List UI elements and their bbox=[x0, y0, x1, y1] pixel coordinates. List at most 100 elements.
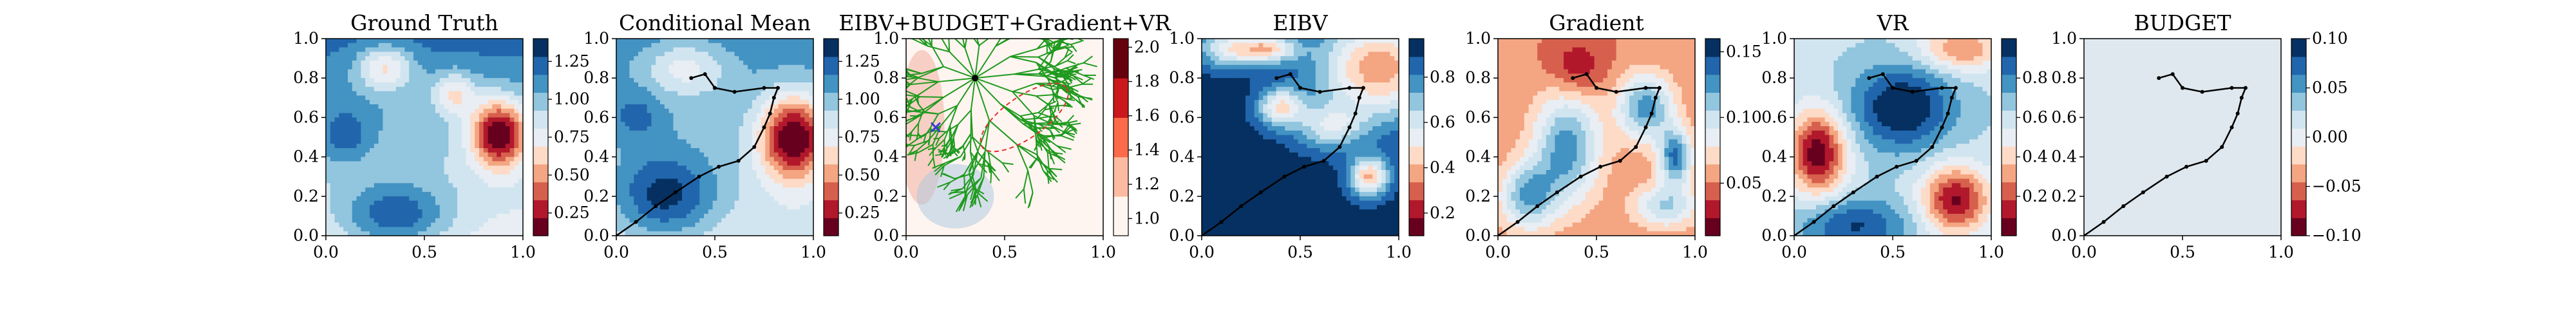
heatmap-cell bbox=[444, 148, 450, 153]
heatmap-cell bbox=[708, 183, 714, 188]
heatmap-cell bbox=[690, 192, 696, 197]
heatmap-cell bbox=[791, 113, 797, 118]
heatmap-cell bbox=[370, 82, 375, 88]
heatmap-cell bbox=[756, 52, 762, 57]
heatmap-cell bbox=[387, 174, 392, 180]
heatmap-cell bbox=[761, 117, 766, 122]
heatmap-cell bbox=[717, 170, 722, 175]
heatmap-cell bbox=[370, 117, 375, 122]
heatmap-cell bbox=[804, 156, 810, 162]
heatmap-cell bbox=[444, 135, 450, 140]
heatmap-cell bbox=[756, 183, 762, 188]
heatmap-cell bbox=[690, 183, 696, 188]
heatmap-cell bbox=[395, 104, 401, 109]
heatmap-cell bbox=[708, 130, 714, 136]
heatmap-cell bbox=[717, 222, 722, 228]
heatmap-cell bbox=[457, 135, 462, 140]
heatmap-cell bbox=[483, 214, 489, 219]
heatmap-cell bbox=[453, 205, 458, 210]
heatmap-cell bbox=[787, 64, 792, 70]
heatmap-cell bbox=[748, 122, 753, 127]
heatmap-cell bbox=[334, 170, 340, 175]
heatmap-cell bbox=[387, 64, 392, 70]
heatmap-cell bbox=[361, 73, 366, 79]
heatmap-cell bbox=[505, 222, 511, 228]
heatmap-cell bbox=[638, 82, 643, 88]
heatmap-cell bbox=[488, 139, 493, 144]
heatmap-cell bbox=[348, 187, 353, 193]
tree-branch bbox=[1054, 42, 1063, 51]
heatmap-cell bbox=[743, 205, 748, 210]
heatmap-cell bbox=[400, 144, 406, 149]
heatmap-cell bbox=[717, 78, 722, 83]
heatmap-cell bbox=[651, 43, 656, 48]
heatmap-cell bbox=[717, 144, 722, 149]
heatmap-cell bbox=[734, 166, 740, 171]
heatmap-cell bbox=[448, 139, 453, 144]
heatmap-cell bbox=[625, 156, 630, 162]
heatmap-cell bbox=[651, 56, 656, 61]
heatmap-cell bbox=[475, 117, 480, 122]
heatmap-cell bbox=[690, 56, 696, 61]
heatmap-cell bbox=[413, 209, 419, 214]
heatmap-cell bbox=[668, 183, 674, 188]
heatmap-cell bbox=[518, 187, 523, 193]
heatmap-cell bbox=[773, 61, 779, 66]
heatmap-cell bbox=[695, 130, 700, 136]
heatmap-cell bbox=[343, 196, 348, 202]
heatmap-cell bbox=[642, 227, 648, 232]
heatmap-cell bbox=[795, 52, 801, 57]
heatmap-cell bbox=[673, 104, 678, 109]
heatmap-cell bbox=[677, 152, 683, 158]
heatmap-cell bbox=[804, 200, 810, 206]
heatmap-cell bbox=[804, 100, 810, 105]
tree-branch bbox=[906, 83, 911, 86]
heatmap-cell bbox=[343, 148, 348, 153]
heatmap-cell bbox=[699, 139, 705, 144]
heatmap-cell bbox=[330, 43, 336, 48]
heatmap-cell bbox=[483, 231, 489, 236]
heatmap-cell bbox=[461, 192, 467, 197]
heatmap-cell bbox=[404, 214, 410, 219]
heatmap-cell bbox=[704, 218, 709, 223]
heatmap-cell bbox=[483, 183, 489, 188]
heatmap-cell bbox=[457, 56, 462, 61]
heatmap-cell bbox=[400, 73, 406, 79]
panel-title: Conditional Mean bbox=[619, 10, 811, 35]
heatmap-cell bbox=[409, 39, 414, 44]
heatmap-cell bbox=[501, 200, 506, 206]
heatmap-cell bbox=[470, 152, 475, 158]
heatmap-cell bbox=[726, 152, 731, 158]
heatmap-cell bbox=[514, 69, 519, 75]
heatmap-cell bbox=[409, 122, 414, 127]
heatmap-cell bbox=[773, 104, 779, 109]
heatmap-cell bbox=[426, 43, 431, 48]
heatmap-cell bbox=[334, 187, 340, 193]
heatmap-cell bbox=[748, 104, 753, 109]
heatmap-cell bbox=[417, 187, 423, 193]
heatmap-cell bbox=[795, 148, 801, 153]
heatmap-cell bbox=[370, 166, 375, 171]
heatmap-cell bbox=[334, 227, 340, 232]
heatmap-cell bbox=[620, 166, 626, 171]
heatmap-cell bbox=[795, 95, 801, 100]
heatmap-cell bbox=[361, 135, 366, 140]
heatmap-cell bbox=[778, 218, 784, 223]
heatmap-cell bbox=[704, 104, 709, 109]
heatmap-cell bbox=[348, 69, 353, 75]
tree-branch bbox=[940, 105, 958, 126]
heatmap-cell bbox=[668, 148, 674, 153]
heatmap-cell bbox=[708, 192, 714, 197]
heatmap-cell bbox=[726, 178, 731, 184]
heatmap-cell bbox=[439, 222, 445, 228]
heatmap-cell bbox=[752, 104, 757, 109]
tree-branch bbox=[918, 66, 944, 79]
heatmap-cell bbox=[509, 100, 515, 105]
heatmap-cell bbox=[361, 56, 366, 61]
tree-branch bbox=[951, 148, 958, 157]
heatmap-cell bbox=[461, 231, 467, 236]
heatmap-cell bbox=[330, 231, 336, 236]
heatmap-cell bbox=[352, 95, 357, 100]
heatmap-cell bbox=[492, 196, 497, 202]
heatmap-cell bbox=[791, 126, 797, 131]
